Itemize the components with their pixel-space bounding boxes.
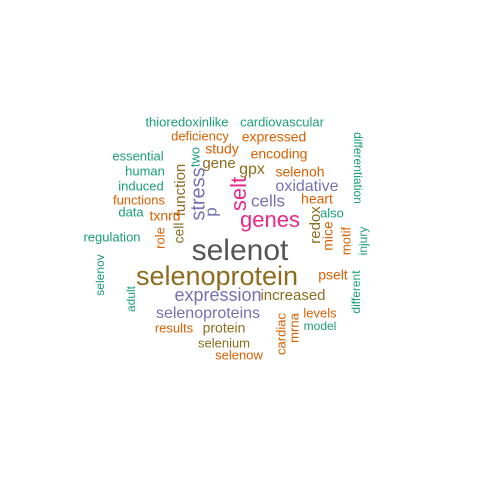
word-selenium: selenium bbox=[198, 335, 250, 350]
word-function: function bbox=[172, 164, 189, 217]
word-selenoh: selenoh bbox=[275, 164, 324, 180]
word-gpx: gpx bbox=[239, 161, 265, 178]
word-levels: levels bbox=[303, 305, 337, 320]
word-increased: increased bbox=[260, 287, 325, 304]
word-study: study bbox=[205, 141, 238, 157]
word-cell: cell bbox=[171, 222, 187, 243]
word-stress: stress bbox=[187, 167, 209, 220]
word-gene: gene bbox=[202, 155, 235, 172]
word-mice: mice bbox=[320, 221, 336, 251]
word-selenov: selenov bbox=[93, 254, 107, 295]
word-p: p bbox=[201, 207, 220, 216]
word-protein: protein bbox=[203, 320, 246, 336]
word-selenow: selenow bbox=[215, 347, 263, 362]
word-txnrd: txnrd bbox=[149, 208, 180, 224]
word-oxidative: oxidative bbox=[275, 178, 338, 195]
word-selenoprotein: selenoprotein bbox=[136, 261, 298, 291]
word-differentiation: differentiation bbox=[351, 132, 365, 204]
word-results: results bbox=[155, 320, 194, 335]
word-selt: selt bbox=[226, 177, 251, 211]
word-motif: motif bbox=[338, 227, 353, 256]
word-genes: genes bbox=[240, 207, 300, 232]
word-also: also bbox=[320, 205, 344, 220]
word-cardiac: cardiac bbox=[273, 313, 288, 355]
word-model: model bbox=[304, 319, 337, 333]
word-two: two bbox=[187, 147, 202, 167]
word-expression: expression bbox=[174, 285, 261, 305]
word-regulation: regulation bbox=[83, 229, 140, 244]
word-human: human bbox=[125, 163, 165, 178]
word-deficiency: deficiency bbox=[171, 128, 229, 143]
word-cardiovascular: cardiovascular bbox=[240, 114, 324, 129]
word-adult: adult bbox=[124, 285, 138, 312]
word-expressed: expressed bbox=[242, 129, 307, 145]
word-redox: redox bbox=[307, 206, 324, 244]
word-essential: essential bbox=[112, 148, 163, 163]
word-injury: injury bbox=[356, 227, 370, 256]
word-cells: cells bbox=[251, 191, 285, 210]
word-mrna: mrna bbox=[286, 312, 301, 342]
word-different: different bbox=[349, 270, 363, 314]
word-thioredoxinlike: thioredoxinlike bbox=[145, 114, 228, 129]
word-role: role bbox=[152, 227, 167, 249]
word-heart: heart bbox=[301, 191, 333, 207]
word-functions: functions bbox=[113, 192, 166, 207]
word-selenoproteins: selenoproteins bbox=[156, 305, 260, 322]
word-pselt: pselt bbox=[318, 267, 348, 283]
word-data: data bbox=[118, 204, 144, 219]
word-induced: induced bbox=[118, 178, 164, 193]
word-encoding: encoding bbox=[251, 146, 308, 162]
word-selenot: selenot bbox=[192, 234, 289, 267]
